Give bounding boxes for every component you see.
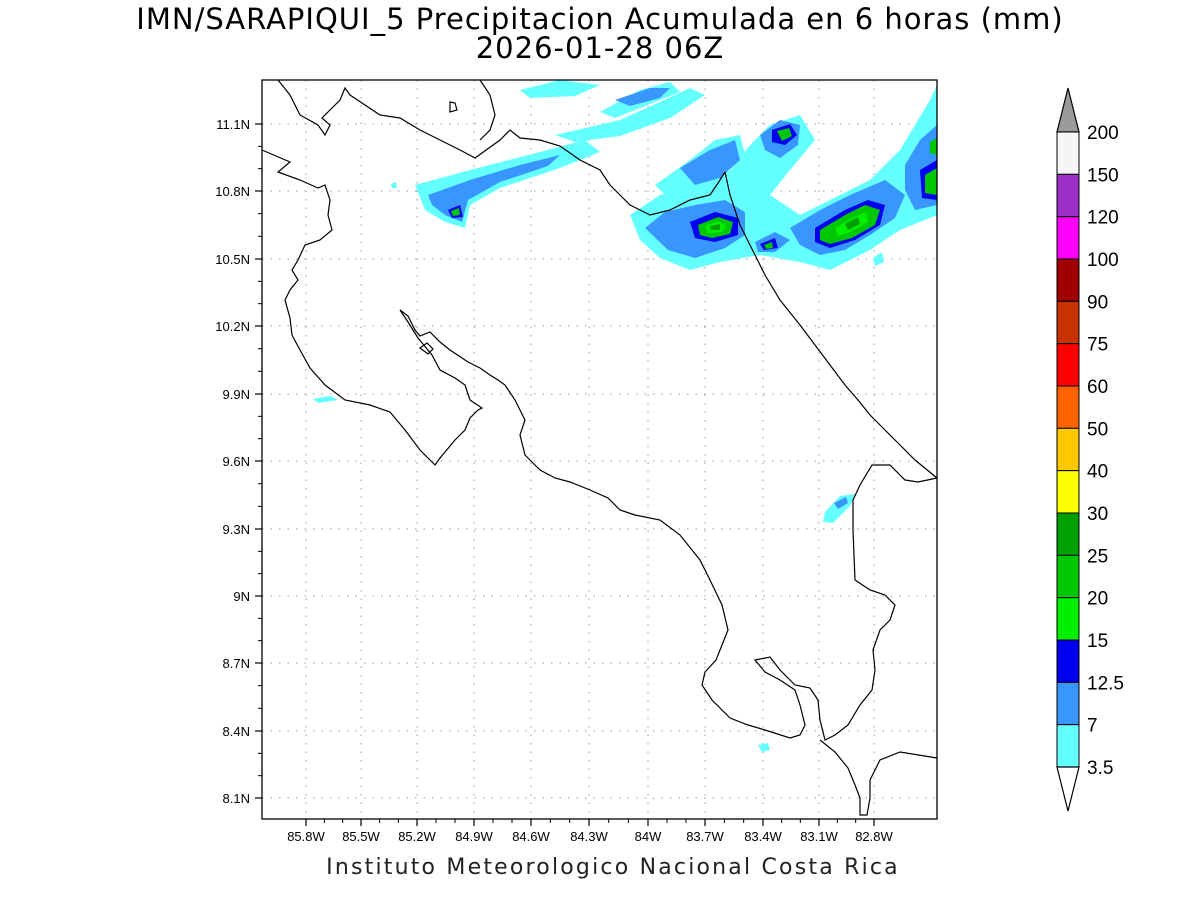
precip-area-lightblue [615, 88, 670, 106]
lat-tick-label: 9N [233, 589, 250, 604]
latitude-axis: 11.1N 10.8N 10.5N 10.2N 9.9N 9.6N 9.3N 9N 8.7N 8.… [215, 117, 262, 806]
lake-shore-north [479, 79, 496, 141]
colorbar-swatch [1056, 427, 1080, 472]
precip-area-green [764, 242, 773, 249]
precip-area-cyan [873, 252, 884, 266]
precip-area-cyan [758, 743, 770, 752]
colorbar-label: 60 [1087, 377, 1108, 398]
nicoya-coast [261, 149, 484, 466]
colorbar-label: 3.5 [1087, 758, 1113, 779]
lon-tick-label: 85.5W [342, 829, 380, 844]
precip-area-green [777, 128, 792, 141]
lat-tick-label: 8.4N [223, 724, 250, 739]
precip-area-cyan [520, 80, 600, 98]
lon-tick-label: 85.8W [287, 829, 325, 844]
burica-coast [819, 739, 938, 816]
colorbar-label: 20 [1087, 589, 1108, 610]
lon-tick-label: 84W [635, 829, 662, 844]
colorbar-swatch [1056, 173, 1080, 218]
footer-credit: Instituto Meteorologico Nacional Costa R… [326, 855, 900, 880]
precip-area-green [925, 168, 937, 195]
colorbar-label: 150 [1087, 165, 1119, 186]
panama-border [852, 464, 938, 581]
colorbar-swatch [1056, 216, 1080, 260]
lon-tick-label: 83.7W [686, 829, 724, 844]
precip-area-darkgreen [710, 224, 720, 230]
colorbar-swatch [1056, 300, 1080, 345]
lon-tick-label: 85.2W [398, 829, 436, 844]
colorbar-bottom-arrow [1056, 766, 1080, 812]
colorbar-label: 25 [1087, 546, 1108, 567]
colorbar-swatch [1056, 385, 1080, 429]
caribbean-coast [724, 171, 938, 479]
colorbar-swatch [1056, 343, 1080, 387]
lat-tick-label: 8.1N [223, 791, 250, 806]
lat-tick-label: 8.7N [223, 656, 250, 671]
lake-island [449, 101, 458, 113]
colorbar-label: 120 [1087, 208, 1119, 229]
chart-title: IMN/SARAPIQUI_5 Precipitacion Acumulada … [136, 2, 1064, 36]
colorbar: 200 150 120 100 90 75 60 50 40 30 25 20 15 12.5 7 3.5 [1056, 87, 1124, 812]
precip-area-green [930, 138, 937, 155]
colorbar-swatch [1056, 724, 1080, 768]
map-grid [262, 80, 937, 819]
colorbar-label: 30 [1087, 504, 1108, 525]
longitude-axis: 85.8W 85.5W 85.2W 84.9W 84.6W 84.3W 84W 83.7W 83… [287, 819, 894, 844]
lat-tick-label: 10.8N [215, 184, 250, 199]
colorbar-label: 50 [1087, 419, 1108, 440]
colorbar-label: 12.5 [1087, 673, 1124, 694]
colorbar-swatch [1056, 131, 1080, 175]
colorbar-label: 90 [1087, 292, 1108, 313]
precip-area-green [451, 208, 460, 216]
coastline [261, 79, 938, 816]
lat-tick-label: 11.1N [216, 117, 250, 132]
precip-area-darkgreen [845, 217, 860, 230]
colorbar-swatch [1056, 639, 1080, 683]
lat-tick-label: 9.3N [223, 522, 250, 537]
gulf-coast [399, 309, 896, 741]
map-frame [261, 79, 938, 820]
colorbar-swatch [1056, 681, 1080, 726]
lon-tick-label: 84.3W [570, 829, 608, 844]
lat-tick-label: 10.5N [215, 252, 250, 267]
colorbar-label: 100 [1087, 250, 1119, 271]
precip-area-lightblue [428, 155, 560, 222]
colorbar-label: 7 [1087, 716, 1098, 737]
colorbar-label: 200 [1087, 123, 1119, 144]
chart-subtitle: 2026-01-28 06Z [475, 31, 725, 65]
lon-tick-label: 84.9W [455, 829, 493, 844]
colorbar-swatch [1056, 554, 1080, 599]
osa-peninsula [418, 342, 434, 355]
precip-area-lightblue [680, 140, 740, 185]
lat-tick-label: 10.2N [215, 319, 250, 334]
lat-tick-label: 9.9N [223, 387, 250, 402]
lon-tick-label: 84.6W [512, 829, 550, 844]
colorbar-swatch [1056, 512, 1080, 556]
colorbar-swatch [1056, 597, 1080, 641]
precip-area-cyan [415, 140, 600, 228]
lon-tick-label: 83.1W [800, 829, 838, 844]
precipitation-shading [313, 80, 937, 752]
precip-area-cyan [823, 494, 856, 523]
precip-area-cyan [391, 182, 397, 188]
lon-tick-label: 83.4W [744, 829, 782, 844]
precip-area-cyan [555, 88, 705, 142]
lon-tick-label: 82.8W [855, 829, 893, 844]
colorbar-swatch [1056, 470, 1080, 514]
colorbar-swatch [1056, 258, 1080, 302]
nicaragua-lake-shore [277, 79, 726, 216]
colorbar-label: 75 [1087, 335, 1108, 356]
lat-tick-label: 9.6N [223, 454, 250, 469]
colorbar-label: 15 [1087, 631, 1108, 652]
precip-area-lightblue [834, 497, 848, 509]
colorbar-label: 40 [1087, 462, 1108, 483]
precip-area-cyan [313, 396, 338, 403]
colorbar-top-arrow [1056, 87, 1080, 133]
